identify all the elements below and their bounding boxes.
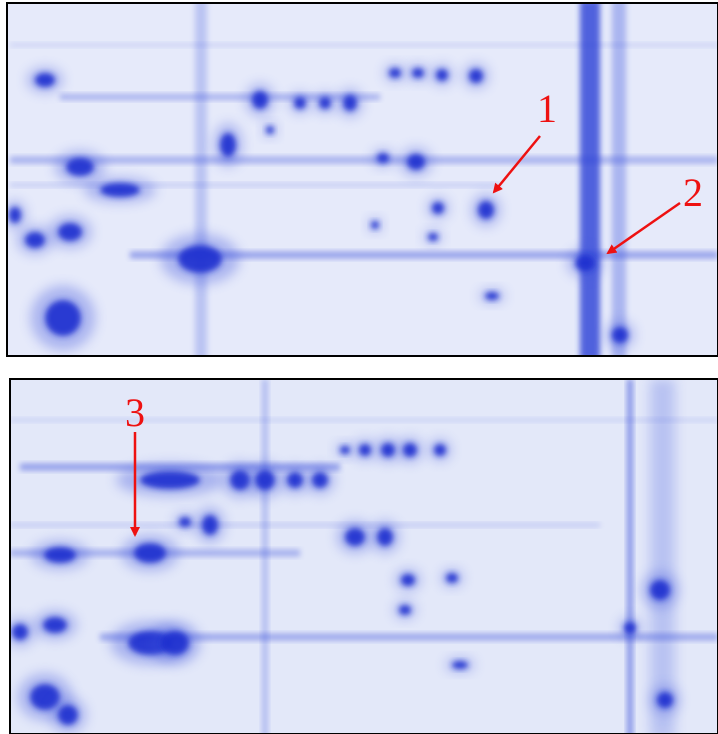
gel-panel <box>6 379 718 734</box>
spot <box>377 153 389 163</box>
spot <box>9 207 21 223</box>
spot <box>294 97 306 109</box>
spot <box>428 233 438 241</box>
spot <box>252 91 268 109</box>
spot <box>178 245 222 273</box>
spot <box>45 300 81 336</box>
spot <box>25 232 45 248</box>
spot <box>624 622 636 634</box>
spot <box>161 631 189 655</box>
streak <box>262 379 268 734</box>
spot <box>485 292 499 300</box>
band <box>10 43 718 47</box>
spot <box>58 705 78 725</box>
spot <box>478 201 494 219</box>
spot <box>575 255 595 271</box>
spot <box>35 73 55 87</box>
spot <box>179 517 191 527</box>
spot <box>340 446 350 454</box>
streak <box>580 0 600 360</box>
spot <box>401 574 415 586</box>
streak <box>612 0 626 360</box>
band <box>10 523 600 527</box>
spot <box>389 68 401 78</box>
spot <box>434 444 446 456</box>
streak <box>627 379 633 734</box>
band <box>10 183 500 187</box>
spot <box>255 470 275 490</box>
spot <box>612 327 628 343</box>
spot <box>436 69 448 81</box>
spot <box>58 223 82 241</box>
spot <box>399 605 411 615</box>
spot <box>381 443 395 457</box>
gel-panel <box>4 0 718 360</box>
spot <box>446 573 458 583</box>
spot <box>469 69 483 83</box>
spot <box>407 154 425 170</box>
streak <box>650 379 675 734</box>
spot <box>345 528 365 546</box>
annotation: 1 <box>537 86 557 131</box>
spot <box>412 68 424 78</box>
spot <box>359 444 371 456</box>
annotation: 2 <box>683 170 703 215</box>
spot <box>66 158 94 176</box>
spot <box>371 221 379 229</box>
annotation: 3 <box>125 390 145 435</box>
spot <box>140 471 200 489</box>
band <box>10 157 718 164</box>
spot <box>266 126 274 134</box>
streak <box>195 0 207 360</box>
spot <box>287 472 303 488</box>
spot <box>657 692 673 708</box>
spot <box>134 543 166 563</box>
spot <box>319 97 331 109</box>
band <box>10 418 718 422</box>
spot <box>343 95 357 111</box>
gel-figure: 1 2 3 <box>0 0 718 734</box>
spot <box>202 515 218 535</box>
spot <box>44 547 76 563</box>
spot <box>220 133 236 157</box>
spot <box>650 580 670 600</box>
spot <box>432 202 444 214</box>
page: 1 2 3 (() => { const data = JSON.parse(d… <box>0 0 718 734</box>
spot <box>377 528 393 546</box>
spot <box>403 443 417 457</box>
spot <box>312 472 328 488</box>
spot <box>12 624 28 640</box>
spot <box>100 183 140 197</box>
spot <box>452 661 468 669</box>
spot <box>43 617 67 633</box>
